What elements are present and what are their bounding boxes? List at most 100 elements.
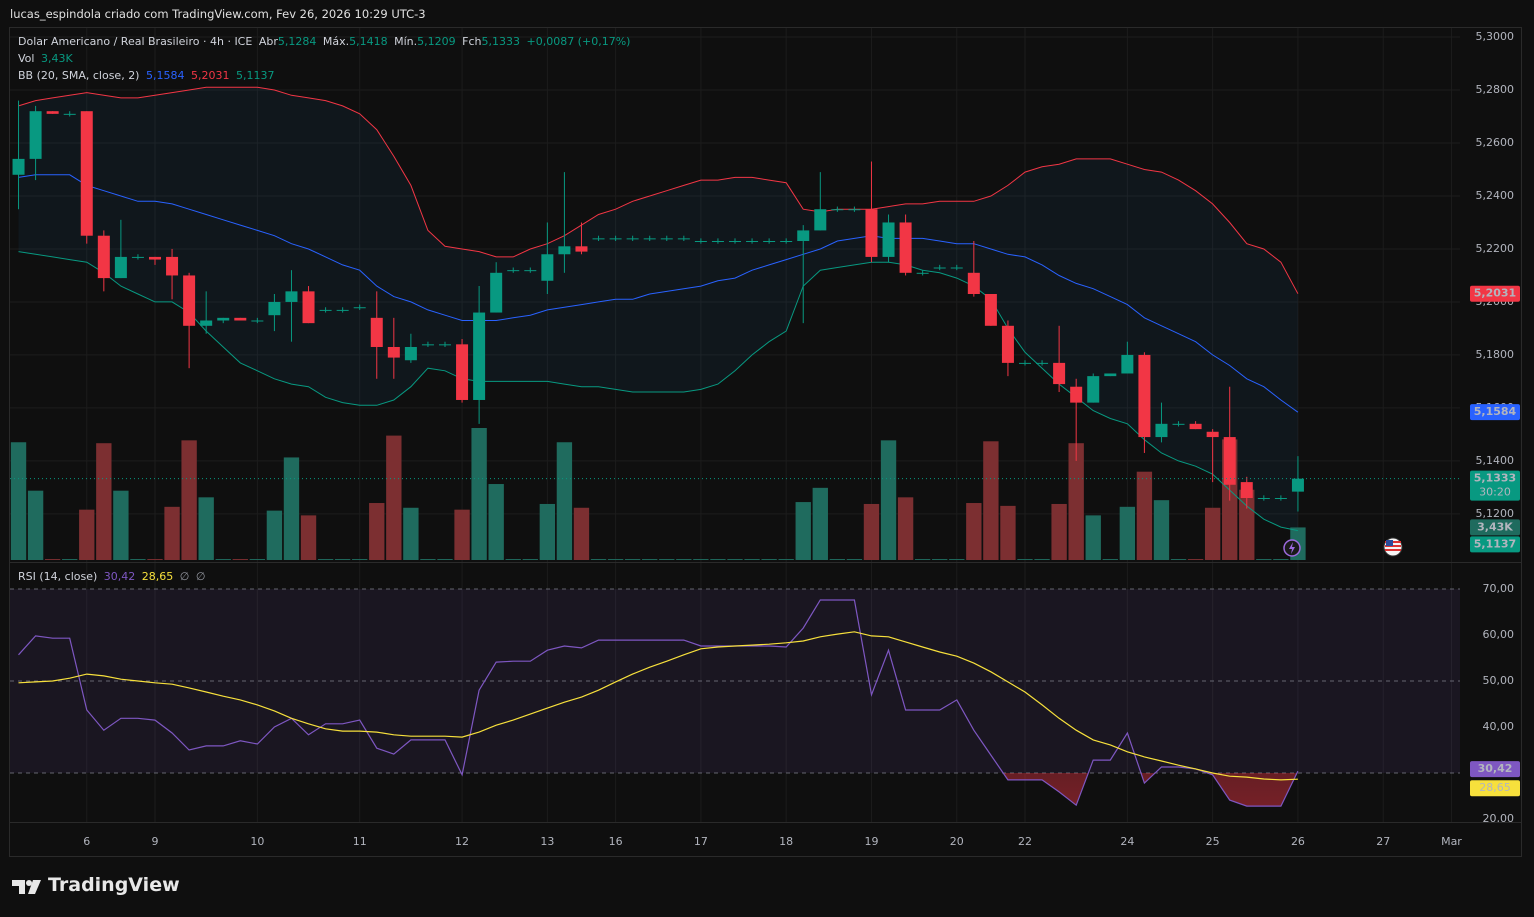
candle-body bbox=[1121, 354, 1134, 374]
volume-bar bbox=[266, 510, 283, 560]
volume-bar bbox=[1085, 515, 1101, 560]
volume-bar bbox=[539, 503, 556, 560]
bb-lower-line bbox=[18, 251, 1299, 532]
candle-body bbox=[131, 256, 144, 258]
rsi-ma-line bbox=[18, 631, 1298, 781]
volume-bar bbox=[27, 490, 44, 560]
volume-bar bbox=[795, 502, 811, 560]
candle-body bbox=[473, 312, 486, 400]
volume-label[interactable]: Vol bbox=[18, 52, 35, 65]
candle-body bbox=[1087, 376, 1100, 403]
candle-body bbox=[114, 256, 127, 279]
volume-bar bbox=[369, 503, 385, 560]
volume-bar bbox=[96, 443, 112, 560]
candle-body bbox=[763, 241, 776, 243]
x-tick-label: 12 bbox=[455, 835, 469, 848]
volume-bar bbox=[590, 559, 607, 560]
volume-bar bbox=[215, 559, 231, 560]
x-tick-label: 24 bbox=[1120, 835, 1134, 848]
symbol[interactable]: Dolar Americano / Real Brasileiro · 4h ·… bbox=[18, 35, 253, 48]
volume-bar bbox=[249, 559, 266, 560]
candle-body bbox=[12, 158, 25, 175]
candle-body bbox=[1291, 478, 1304, 492]
bb-label[interactable]: BB (20, SMA, close, 2) bbox=[18, 69, 140, 82]
candle-body bbox=[899, 222, 912, 273]
candle-body bbox=[865, 209, 878, 257]
y-tick-label: 5,2200 bbox=[1476, 242, 1515, 255]
candle-body bbox=[848, 209, 861, 211]
volume-bar bbox=[283, 457, 300, 560]
rsi-ma-value: 28,65 bbox=[141, 570, 174, 583]
volume-bar bbox=[79, 509, 95, 560]
volume-bar bbox=[437, 559, 453, 560]
x-tick-label: 25 bbox=[1206, 835, 1220, 848]
volume-bar bbox=[386, 435, 402, 560]
volume-bar bbox=[624, 559, 641, 560]
volume-bar bbox=[1187, 559, 1204, 560]
close-tag: 5,1333 bbox=[1474, 472, 1516, 485]
volume-bar bbox=[62, 559, 78, 560]
close-value: 5,1333 bbox=[481, 35, 520, 48]
volume-bar bbox=[352, 559, 368, 560]
candle-body bbox=[1019, 362, 1031, 364]
candle-body bbox=[1223, 437, 1236, 485]
candle-body bbox=[404, 346, 417, 361]
candle-body bbox=[421, 344, 434, 346]
candle-body bbox=[1053, 362, 1066, 385]
candle-body bbox=[80, 111, 93, 236]
volume-bar bbox=[880, 440, 897, 560]
open-value: 5,1284 bbox=[277, 35, 317, 48]
symbol-legend: Dolar Americano / Real Brasileiro · 4h ·… bbox=[18, 35, 633, 48]
volume-bar bbox=[659, 559, 675, 560]
candle-body bbox=[336, 309, 349, 311]
volume-bar bbox=[1034, 559, 1050, 560]
replay-icon[interactable] bbox=[1283, 539, 1301, 557]
y-tick-label: 5,2600 bbox=[1476, 136, 1515, 149]
rsi-label[interactable]: RSI (14, close) bbox=[18, 570, 98, 583]
candle-body bbox=[711, 241, 724, 243]
rsi-value: 30,42 bbox=[103, 570, 136, 583]
volume-value: 3,43K bbox=[40, 52, 73, 65]
brand[interactable]: TradingView bbox=[48, 874, 180, 896]
candle-body bbox=[831, 209, 844, 211]
candle-body bbox=[46, 111, 59, 114]
x-tick-label: 20 bbox=[950, 835, 964, 848]
rsi-ma-tag: 28,65 bbox=[1479, 781, 1511, 794]
candle-body bbox=[626, 238, 639, 240]
candle-body bbox=[285, 291, 298, 302]
y-tick-label: 5,2800 bbox=[1476, 83, 1515, 96]
x-tick-label: 9 bbox=[152, 835, 159, 848]
candle-body bbox=[97, 235, 110, 279]
bb-upper-line bbox=[18, 86, 1299, 294]
volume-bar bbox=[1102, 559, 1118, 560]
volume-bar bbox=[232, 559, 248, 560]
y-tick-label: 5,1400 bbox=[1476, 454, 1515, 467]
x-tick-label: Mar bbox=[1441, 835, 1462, 848]
volume-bar bbox=[403, 507, 419, 560]
volume-bar bbox=[1000, 505, 1016, 560]
volume-bar bbox=[1273, 559, 1289, 560]
candle-body bbox=[984, 294, 997, 326]
volume-bar bbox=[198, 497, 214, 560]
candle-body bbox=[217, 317, 230, 321]
change-value: +0,0087 (+0,17%) bbox=[526, 35, 631, 48]
us-flag-icon[interactable] bbox=[1383, 537, 1403, 557]
rsi-line bbox=[18, 599, 1299, 807]
volume-bar bbox=[710, 559, 726, 560]
volume-tag: 3,43K bbox=[1477, 520, 1513, 533]
rsi-tick-label: 20,00 bbox=[1483, 812, 1515, 825]
candle-body bbox=[1257, 498, 1270, 500]
volume-bar bbox=[642, 559, 658, 560]
candle-body bbox=[302, 291, 315, 324]
candle-body bbox=[268, 301, 281, 316]
candle-body bbox=[677, 238, 690, 240]
volume-bar bbox=[181, 440, 197, 560]
candle-body bbox=[370, 317, 383, 347]
high-label: Máx. bbox=[322, 35, 350, 48]
x-tick-label: 13 bbox=[540, 835, 554, 848]
candle-body bbox=[916, 272, 929, 274]
candle-body bbox=[609, 238, 622, 240]
x-tick-label: 6 bbox=[83, 835, 90, 848]
volume-bar bbox=[1051, 503, 1067, 560]
bb-legend: BB (20, SMA, close, 2) 5,1584 5,2031 5,1… bbox=[18, 69, 277, 82]
